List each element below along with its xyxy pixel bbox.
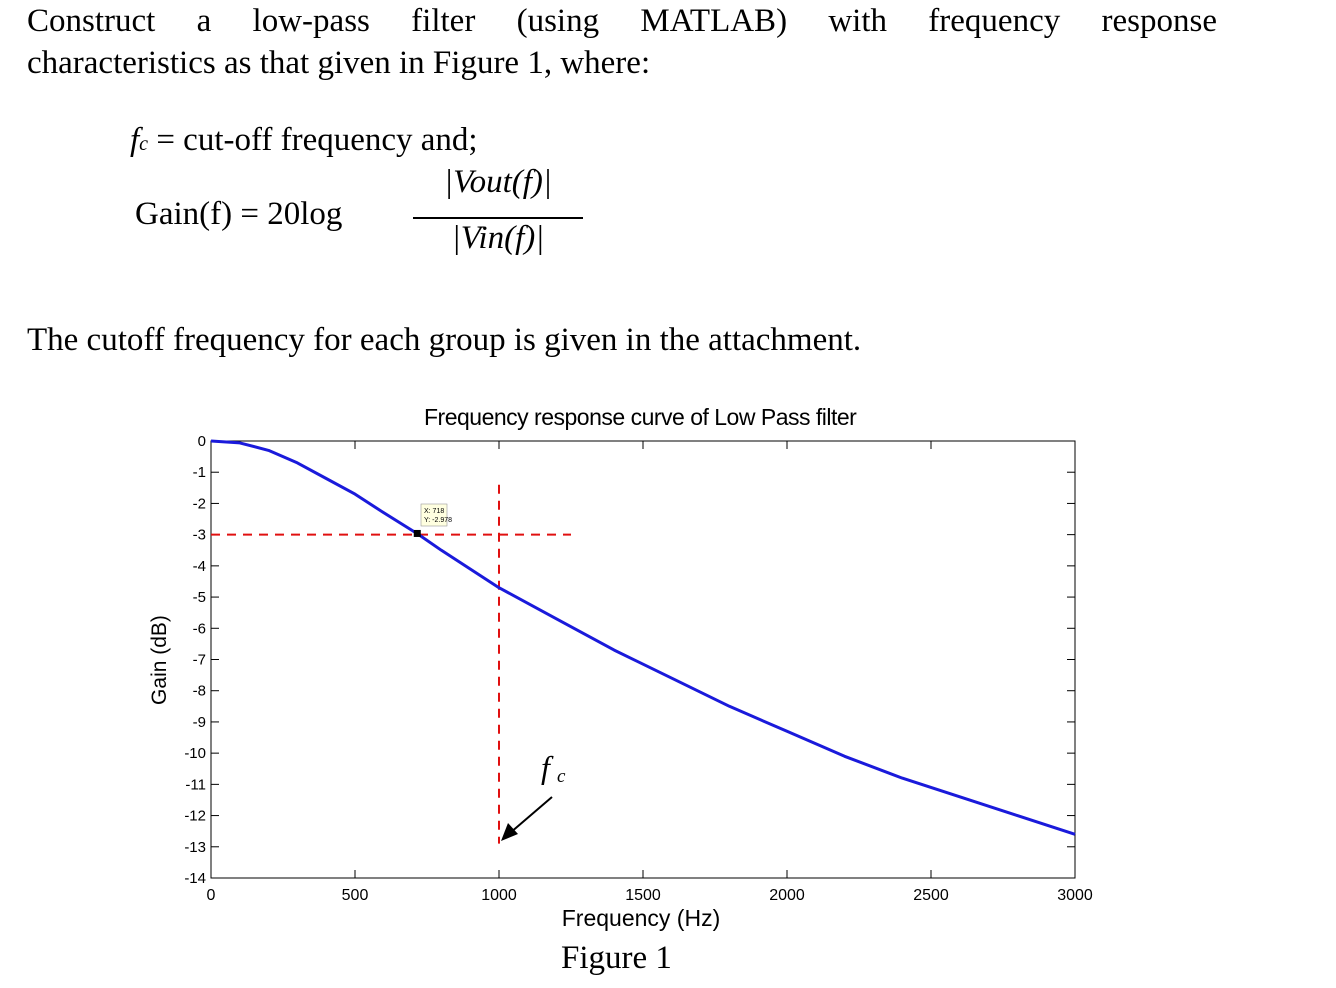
datatip-marker xyxy=(413,529,421,537)
gain-denominator: |Vin(f)| xyxy=(451,220,545,256)
x-tick-label: 500 xyxy=(342,887,369,904)
y-tick-label: -11 xyxy=(185,776,206,793)
fc-arrow-shaft xyxy=(509,796,553,834)
y-axis-label: Gain (dB) xyxy=(148,615,171,705)
y-tick-label: -7 xyxy=(193,652,206,669)
fraction-bar xyxy=(413,217,583,219)
x-tick-label: 0 xyxy=(207,887,216,904)
x-tick-label: 3000 xyxy=(1057,887,1093,904)
datatip-y-text: Y: -2.978 xyxy=(424,517,452,524)
y-tick-label: -13 xyxy=(184,839,206,856)
fc-symbol: f xyxy=(130,122,140,158)
fc-subscript: c xyxy=(139,133,149,155)
problem-statement: Construct a low-pass filter (using MATLA… xyxy=(27,0,1217,84)
datatip-x-text: X: 718 xyxy=(424,508,444,515)
cutoff-note: The cutoff frequency for each group is g… xyxy=(27,322,862,358)
x-tick-label: 1500 xyxy=(625,887,661,904)
chart-title: Frequency response curve of Low Pass fil… xyxy=(424,404,857,430)
fc-annotation: f xyxy=(541,749,554,785)
y-tick-label: -2 xyxy=(193,495,206,512)
intro-line-1: Construct a low-pass filter (using MATLA… xyxy=(27,3,1217,39)
y-tick-label: -8 xyxy=(193,683,206,700)
fc-arrow-head xyxy=(501,823,518,841)
y-tick-label: -12 xyxy=(184,808,206,825)
y-tick-label: 0 xyxy=(198,433,206,450)
x-tick-label: 2500 xyxy=(913,887,949,904)
y-tick-label: -4 xyxy=(193,558,206,575)
y-tick-label: -14 xyxy=(184,870,206,887)
y-tick-label: -1 xyxy=(193,464,206,481)
fc-definition: fc = cut-off frequency and; xyxy=(130,122,478,159)
gain-numerator: |Vout(f)| xyxy=(444,164,552,200)
x-tick-label: 1000 xyxy=(481,887,517,904)
x-tick-label: 2000 xyxy=(769,887,805,904)
plot-frame xyxy=(210,440,1076,879)
intro-line-2: characteristics as that given in Figure … xyxy=(27,45,651,81)
fc-annotation-subscript: c xyxy=(557,766,566,787)
y-tick-label: -10 xyxy=(184,745,206,762)
gain-formula-lhs: Gain(f) = 20log xyxy=(135,196,343,232)
figure-caption: Figure 1 xyxy=(561,940,672,976)
datatip-box xyxy=(420,503,448,527)
y-tick-label: -3 xyxy=(193,527,206,544)
fc-definition-text: = cut-off frequency and; xyxy=(156,122,478,158)
y-tick-label: -5 xyxy=(193,589,206,606)
y-tick-label: -9 xyxy=(193,714,206,731)
x-axis-label: Frequency (Hz) xyxy=(562,905,720,931)
series-line xyxy=(210,439,1076,836)
y-tick-label: -6 xyxy=(193,620,206,637)
